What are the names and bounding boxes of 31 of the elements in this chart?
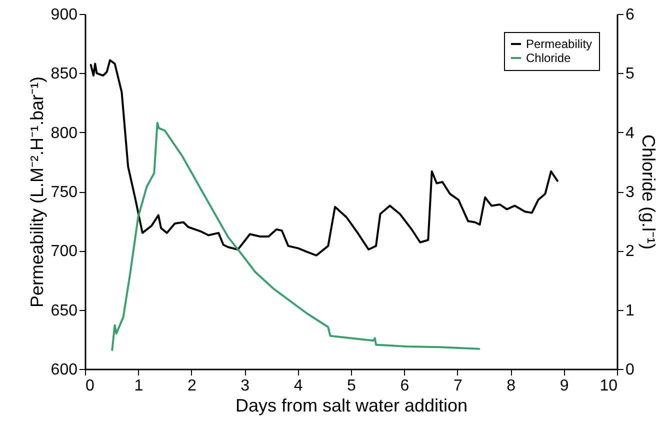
- x-tick-label: 2: [187, 378, 196, 394]
- y-tick-label: 850: [50, 66, 78, 83]
- y-tick-label: 900: [50, 6, 78, 24]
- x-tick-label: 4: [294, 378, 303, 394]
- y-tick-label: 750: [50, 184, 78, 201]
- y-axis-title: Permeability (L.M⁻².H⁻¹.bar⁻¹): [26, 76, 47, 308]
- y2-tick-label: 5: [626, 66, 634, 83]
- y2-tick-label: 6: [626, 6, 634, 24]
- line-series: [111, 122, 480, 352]
- legend-label: Chloride: [526, 51, 572, 65]
- y2-tick-label: 1: [626, 302, 634, 320]
- y-tick-label: 700: [50, 243, 78, 260]
- x-tick-label: 5: [347, 378, 356, 394]
- x-tick-label: 9: [560, 378, 569, 394]
- x-tick-label: 6: [400, 378, 410, 394]
- y-tick-label: 600: [50, 362, 78, 378]
- x-tick-label: 10: [600, 378, 618, 394]
- y-tick-label: 650: [50, 302, 78, 320]
- x-axis-title: Days from salt water addition: [235, 396, 468, 416]
- x-tick-label: 1: [134, 378, 144, 394]
- y2-tick-label: 0: [626, 362, 634, 378]
- y2-tick-label: 3: [626, 184, 634, 201]
- y2-axis-title: Chloride (g.l⁻¹): [638, 134, 658, 250]
- y2-tick-label: 4: [626, 124, 634, 142]
- y-tick-label: 800: [50, 124, 78, 142]
- legend-label: Permeability: [526, 37, 592, 51]
- x-tick-label: 3: [240, 378, 250, 394]
- y2-tick-label: 2: [626, 243, 634, 260]
- x-tick-label: 8: [506, 378, 516, 394]
- x-tick-label: 0: [86, 378, 94, 394]
- x-tick-label: 7: [453, 378, 462, 394]
